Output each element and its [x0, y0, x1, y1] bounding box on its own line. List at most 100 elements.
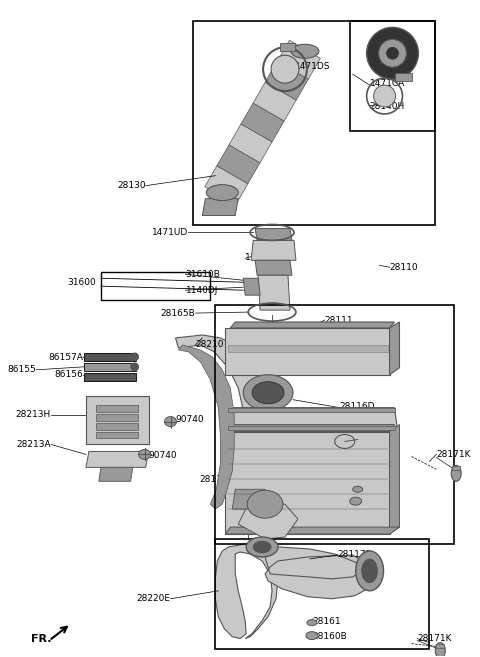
- Ellipse shape: [353, 486, 363, 492]
- Text: 28210: 28210: [195, 340, 224, 350]
- Bar: [216, 305, 454, 544]
- Polygon shape: [229, 124, 272, 163]
- Text: 28213A: 28213A: [16, 440, 51, 449]
- Ellipse shape: [306, 631, 318, 639]
- Polygon shape: [265, 61, 308, 100]
- Text: 28112: 28112: [200, 475, 228, 484]
- Ellipse shape: [139, 449, 151, 459]
- Ellipse shape: [247, 490, 283, 518]
- Bar: [96, 414, 138, 420]
- Text: 28224: 28224: [292, 512, 320, 522]
- Bar: [216, 539, 429, 648]
- Text: 17105: 17105: [228, 489, 257, 498]
- Text: 28171K: 28171K: [418, 634, 452, 643]
- Polygon shape: [99, 467, 132, 482]
- Text: 28116D: 28116D: [340, 402, 375, 411]
- Polygon shape: [228, 345, 387, 352]
- Text: 28110: 28110: [390, 263, 418, 272]
- Bar: [84, 363, 136, 371]
- Text: 86155: 86155: [7, 365, 36, 374]
- Bar: [96, 432, 138, 438]
- Ellipse shape: [131, 363, 139, 371]
- Text: 28140H: 28140H: [370, 102, 405, 110]
- Bar: [84, 353, 136, 361]
- Text: 28174D: 28174D: [358, 435, 393, 444]
- Ellipse shape: [350, 497, 361, 505]
- Ellipse shape: [291, 44, 319, 58]
- Text: 28160B: 28160B: [312, 632, 347, 641]
- Text: 1471DS: 1471DS: [295, 62, 330, 71]
- Polygon shape: [217, 145, 260, 184]
- Polygon shape: [225, 424, 395, 432]
- Ellipse shape: [367, 28, 419, 79]
- Polygon shape: [230, 322, 395, 328]
- Polygon shape: [262, 547, 372, 599]
- Text: 11403B: 11403B: [245, 253, 280, 262]
- Polygon shape: [251, 240, 296, 260]
- Text: 28130: 28130: [117, 181, 145, 190]
- Bar: [436, 644, 444, 648]
- Text: 28171K: 28171K: [436, 450, 471, 459]
- Polygon shape: [86, 396, 149, 445]
- Polygon shape: [225, 527, 399, 534]
- Ellipse shape: [131, 353, 139, 361]
- Polygon shape: [390, 322, 399, 374]
- Bar: [280, 43, 295, 51]
- Text: 90740: 90740: [176, 415, 204, 424]
- Polygon shape: [241, 103, 284, 142]
- Text: 1471UD: 1471UD: [152, 228, 189, 237]
- Polygon shape: [225, 432, 390, 534]
- Polygon shape: [179, 345, 234, 509]
- Ellipse shape: [435, 643, 445, 657]
- Text: 1140DJ: 1140DJ: [185, 286, 218, 295]
- Ellipse shape: [335, 434, 355, 449]
- Ellipse shape: [253, 541, 271, 553]
- Polygon shape: [232, 489, 265, 509]
- Text: 90740: 90740: [149, 451, 177, 460]
- Bar: [96, 405, 138, 412]
- Text: 28220E: 28220E: [136, 595, 170, 603]
- Text: FR.: FR.: [31, 633, 52, 644]
- Polygon shape: [228, 407, 395, 412]
- Text: 28161: 28161: [312, 617, 340, 626]
- Ellipse shape: [271, 55, 299, 83]
- Ellipse shape: [451, 465, 461, 482]
- Polygon shape: [255, 260, 292, 275]
- Polygon shape: [390, 424, 399, 534]
- Ellipse shape: [373, 85, 396, 107]
- Polygon shape: [203, 198, 238, 215]
- Text: 28213H: 28213H: [16, 410, 51, 419]
- Polygon shape: [258, 275, 290, 310]
- Ellipse shape: [206, 185, 238, 200]
- Ellipse shape: [379, 39, 407, 67]
- Ellipse shape: [252, 382, 284, 403]
- Text: 28161: 28161: [363, 483, 391, 492]
- Bar: [84, 373, 136, 381]
- Polygon shape: [225, 328, 390, 374]
- Text: 31600: 31600: [67, 278, 96, 286]
- Polygon shape: [225, 407, 397, 430]
- Ellipse shape: [165, 417, 177, 426]
- Polygon shape: [205, 166, 248, 204]
- Ellipse shape: [243, 374, 293, 411]
- Polygon shape: [238, 504, 298, 539]
- Text: 28117F: 28117F: [338, 551, 372, 560]
- Polygon shape: [228, 426, 395, 430]
- Bar: [101, 272, 210, 300]
- Polygon shape: [253, 82, 296, 121]
- Ellipse shape: [307, 620, 317, 625]
- Text: 28113: 28113: [340, 415, 368, 424]
- Polygon shape: [176, 335, 262, 517]
- Polygon shape: [86, 451, 149, 467]
- Polygon shape: [216, 544, 278, 639]
- Ellipse shape: [361, 559, 378, 583]
- Ellipse shape: [246, 537, 278, 557]
- Bar: [96, 422, 138, 430]
- Bar: [395, 73, 412, 81]
- Text: 28165B: 28165B: [161, 309, 195, 317]
- Polygon shape: [277, 40, 321, 79]
- Bar: [350, 22, 435, 131]
- Text: 86156: 86156: [54, 371, 83, 379]
- Bar: [452, 466, 460, 470]
- Bar: [193, 22, 435, 225]
